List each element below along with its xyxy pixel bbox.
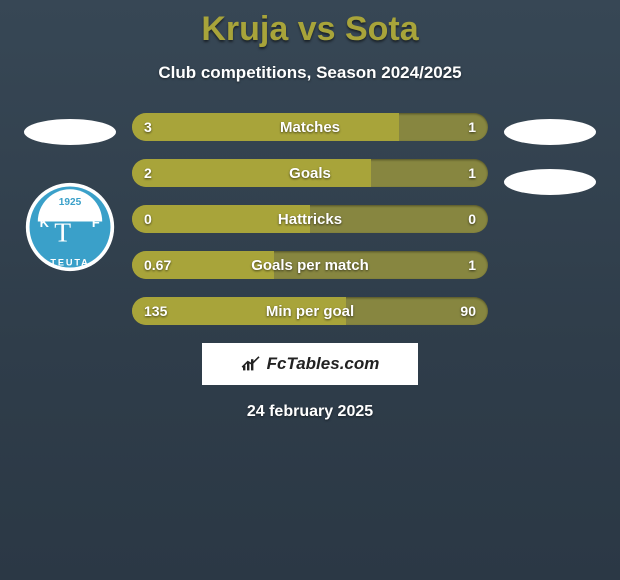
svg-text:T: T xyxy=(54,217,71,248)
stat-bar: 2Goals1 xyxy=(132,159,488,187)
stat-right-value: 1 xyxy=(468,113,476,141)
stat-bar: 0.67Goals per match1 xyxy=(132,251,488,279)
team-logo-placeholder xyxy=(24,119,116,145)
bars-container: 3Matches1 2Goals1 0Hattricks0 0.67Goals per… xyxy=(132,113,488,325)
svg-text:TEUTA: TEUTA xyxy=(50,258,89,268)
stat-label: Matches xyxy=(132,113,488,141)
page-title: Kruja vs Sota xyxy=(0,0,620,49)
stat-right-value: 90 xyxy=(460,297,476,325)
svg-text:1925: 1925 xyxy=(59,197,82,208)
svg-text:K: K xyxy=(40,215,50,230)
brand-badge[interactable]: FcTables.com xyxy=(202,343,418,385)
stat-bar: 135Min per goal90 xyxy=(132,297,488,325)
brand-text: FcTables.com xyxy=(267,354,380,374)
date-text: 24 february 2025 xyxy=(0,403,620,421)
left-side: 1925 T K F TEUTA xyxy=(20,113,120,325)
stat-label: Hattricks xyxy=(132,205,488,233)
team-logo-placeholder xyxy=(504,119,596,145)
comparison-content: 1925 T K F TEUTA 3Matches1 2Goals1 0Hattri… xyxy=(0,113,620,325)
subtitle: Club competitions, Season 2024/2025 xyxy=(0,63,620,83)
right-side xyxy=(500,113,600,325)
svg-text:F: F xyxy=(92,215,100,230)
stat-label: Goals per match xyxy=(132,251,488,279)
teuta-badge-icon: 1925 T K F TEUTA xyxy=(24,181,116,273)
stat-right-value: 1 xyxy=(468,159,476,187)
stat-right-value: 0 xyxy=(468,205,476,233)
stat-bar: 3Matches1 xyxy=(132,113,488,141)
team-logo-placeholder xyxy=(504,169,596,195)
stat-bar: 0Hattricks0 xyxy=(132,205,488,233)
stat-label: Min per goal xyxy=(132,297,488,325)
chart-icon xyxy=(241,356,261,372)
stat-label: Goals xyxy=(132,159,488,187)
stat-right-value: 1 xyxy=(468,251,476,279)
